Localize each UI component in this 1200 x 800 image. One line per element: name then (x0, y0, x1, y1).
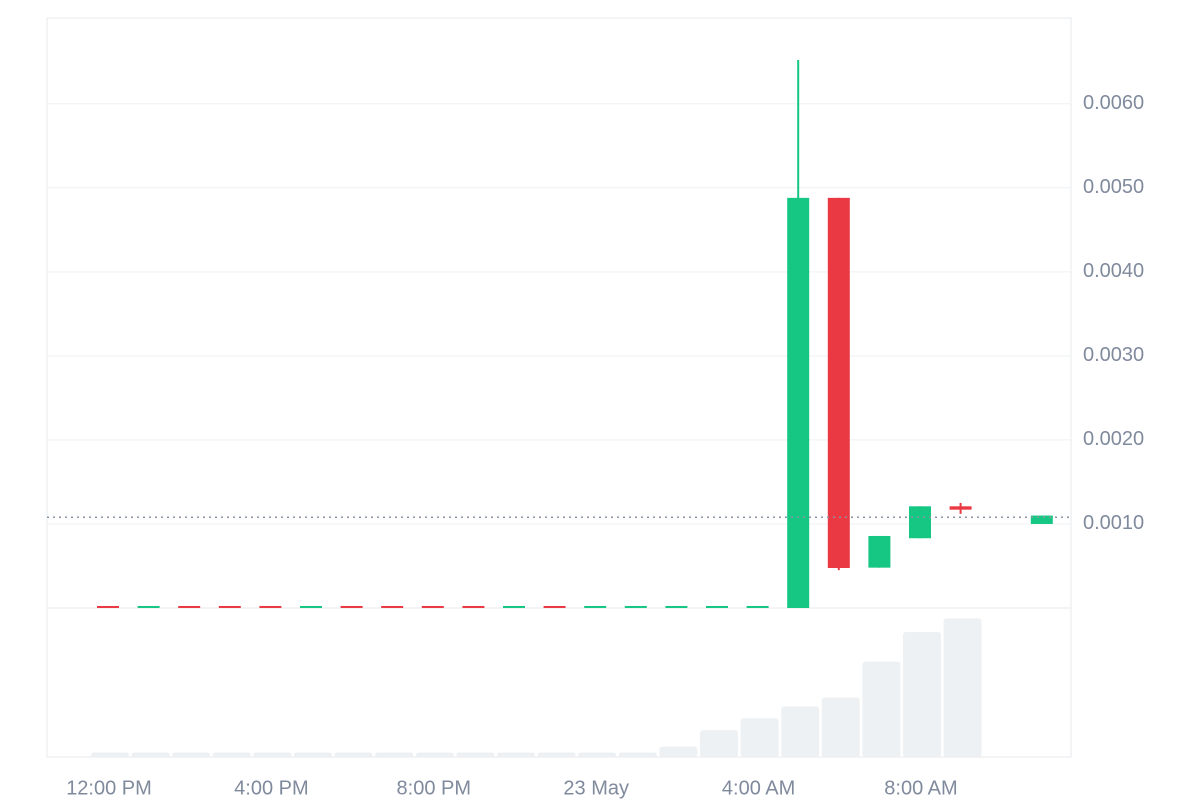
y-tick-label: 0.0030 (1083, 344, 1144, 366)
volume-bar (131, 752, 170, 757)
candle-body (300, 605, 322, 608)
candle-body (97, 605, 119, 608)
volume-bar (172, 752, 211, 757)
candle-body (584, 605, 607, 608)
candle-body (706, 605, 728, 608)
volume-bar (334, 752, 373, 757)
volume-bar (862, 661, 901, 757)
volume-bar (91, 752, 129, 757)
candle-body (421, 605, 444, 608)
candle-body (340, 605, 363, 608)
volume-bar (294, 752, 332, 757)
candle-body (787, 197, 810, 608)
candle-body (381, 605, 404, 608)
candle-body (909, 506, 931, 539)
x-tick-label: 12:00 PM (66, 777, 152, 799)
volume-bar (212, 752, 251, 757)
x-tick-label: 8:00 PM (397, 777, 471, 799)
volume-bar (375, 752, 414, 757)
y-tick-label: 0.0040 (1083, 260, 1144, 282)
volume-bar (618, 752, 657, 757)
volume-bar (415, 752, 454, 757)
candle-body (137, 605, 160, 608)
volume-bar (578, 752, 617, 757)
volume-bar (700, 730, 738, 757)
x-tick-label: 8:00 AM (884, 777, 957, 799)
candle-body (1030, 515, 1053, 524)
candle-body (218, 605, 241, 608)
volume-bar (253, 752, 292, 757)
volume-bar (456, 752, 495, 757)
candle-body (868, 535, 891, 568)
volume-bar (740, 718, 779, 757)
volume-bar (537, 752, 576, 757)
y-tick-label: 0.0060 (1083, 92, 1144, 114)
volume-bar (903, 631, 941, 757)
volume-bar (943, 618, 982, 757)
y-tick-label: 0.0020 (1083, 428, 1144, 450)
x-tick-label: 23 May (563, 777, 629, 799)
candle-body (543, 605, 566, 608)
volume-bar (659, 746, 698, 757)
x-tick-label: 4:00 AM (722, 777, 795, 799)
candle-body (462, 605, 485, 608)
volume-bar (781, 706, 820, 757)
candle-body (178, 605, 201, 608)
candle-body (665, 605, 688, 608)
candle-body (827, 197, 850, 568)
volume-bar (821, 697, 860, 757)
candle-body (949, 506, 972, 510)
candle-body (503, 605, 525, 608)
x-tick-label: 4:00 PM (234, 777, 308, 799)
y-tick-label: 0.0010 (1083, 512, 1144, 534)
volume-bar (497, 752, 535, 757)
y-tick-label: 0.0050 (1083, 176, 1144, 198)
candle-body (746, 605, 769, 608)
candle-body (624, 605, 647, 608)
candle-body (259, 605, 282, 608)
